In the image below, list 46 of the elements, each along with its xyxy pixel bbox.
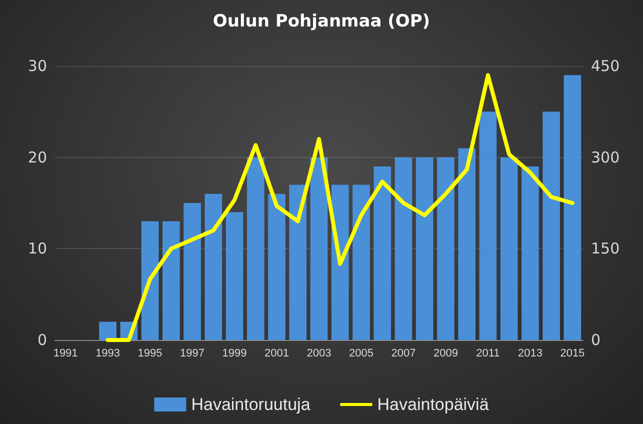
bar	[246, 157, 264, 340]
bar	[479, 112, 497, 340]
y2-tick-label: 450	[591, 57, 620, 75]
bar	[141, 221, 159, 340]
bar	[204, 194, 222, 340]
legend-label: Havaintoruutuja	[191, 395, 311, 414]
bar	[268, 194, 286, 340]
bar	[162, 221, 180, 340]
y2-tick-label: 300	[591, 148, 620, 166]
y2-tick-label: 150	[591, 240, 620, 258]
bar	[522, 166, 539, 340]
x-tick-label: 1997	[180, 348, 205, 360]
bar	[352, 184, 370, 340]
x-tick-label: 1999	[222, 348, 247, 360]
bar	[458, 148, 476, 340]
bar	[394, 157, 412, 340]
bar	[437, 157, 454, 340]
x-tick-label: 2011	[476, 348, 500, 360]
chart-title: Oulun Pohjanmaa (OP)	[212, 12, 430, 32]
x-tick-label: 2015	[560, 348, 585, 360]
y-tick-label: 10	[28, 240, 47, 258]
bar	[310, 157, 328, 340]
x-tick-label: 2005	[349, 348, 374, 360]
x-tick-label: 2007	[391, 348, 416, 360]
bar	[289, 184, 307, 340]
y-tick-label: 30	[28, 57, 47, 75]
x-tick-label: 2009	[433, 348, 458, 360]
x-tick-label: 2013	[518, 348, 542, 360]
bar	[564, 75, 582, 340]
line-series	[106, 73, 574, 342]
bar	[416, 157, 434, 340]
bar	[542, 112, 560, 340]
x-tick-label: 1993	[96, 348, 120, 360]
legend-label: Havaintopäiviä	[377, 395, 490, 414]
y2-tick-label: 0	[591, 331, 601, 349]
bar	[99, 322, 116, 340]
bar	[374, 166, 392, 340]
bar	[226, 212, 244, 340]
x-tick-label: 1991	[53, 348, 78, 360]
bar	[500, 157, 518, 340]
y-tick-label: 0	[37, 331, 47, 349]
y-tick-label: 20	[28, 148, 47, 166]
x-tick-label: 2001	[264, 348, 289, 360]
x-tick-label: 2003	[306, 348, 332, 360]
bar	[184, 203, 201, 340]
x-tick-label: 1995	[138, 348, 162, 360]
